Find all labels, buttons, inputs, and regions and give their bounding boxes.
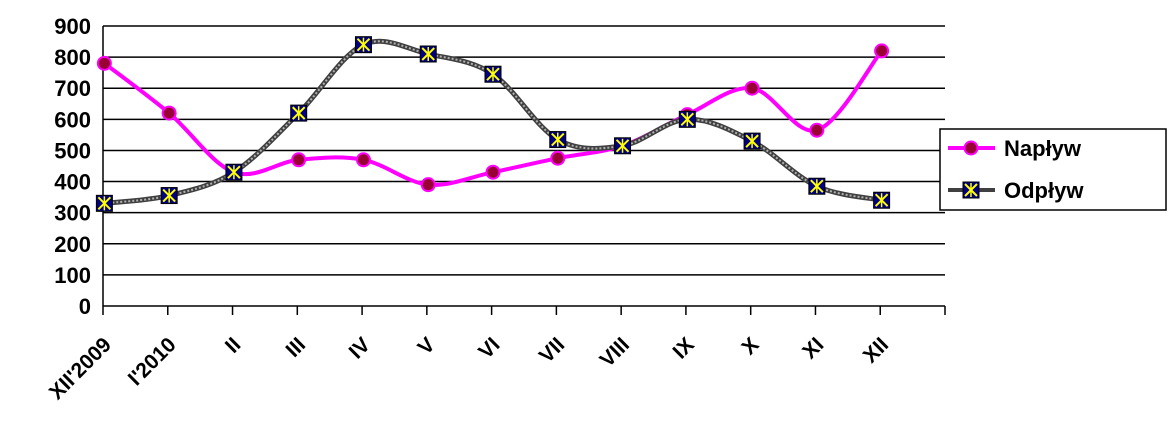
x-tick-label: XII'2009 [45, 333, 116, 404]
x-tick-label: I'2010 [124, 333, 181, 390]
data-point-odpływ [549, 131, 567, 149]
x-tick-label: III [282, 333, 311, 362]
legend-marker-symbol [963, 140, 979, 156]
legend-label-napływ: Napływ [1004, 136, 1082, 161]
legend-label-odpływ: Odpływ [1004, 178, 1084, 203]
y-tick-label: 300 [54, 201, 91, 226]
data-point-odpływ [678, 110, 696, 128]
data-point-napływ [291, 152, 307, 168]
data-point-napływ [161, 105, 177, 121]
data-point-odpływ [354, 36, 372, 54]
x-tick-label: VIII [596, 333, 635, 372]
data-point-napływ [744, 80, 760, 96]
data-point-odpływ [873, 191, 891, 209]
x-tick-label: II [221, 333, 246, 358]
x-axis: XII'2009 I'2010 II III IV V VI VII VIII IX X XI XII [45, 306, 946, 404]
series-lines [95, 36, 891, 212]
y-tick-label: 200 [54, 232, 91, 257]
y-tick-label: 500 [54, 138, 91, 163]
x-tick-label: XII [859, 333, 893, 367]
y-axis: 0 100 200 300 400 500 600 700 800 900 [54, 14, 104, 319]
y-tick-label: 100 [54, 263, 91, 288]
legend-marker-odpływ [962, 181, 980, 199]
data-point-napływ [550, 150, 566, 166]
data-point-odpływ [419, 45, 437, 63]
x-tick-label: X [737, 333, 763, 359]
x-tick-label: VI [474, 333, 504, 363]
data-point-napływ [96, 55, 112, 71]
data-point-odpływ [484, 65, 502, 83]
data-point-odpływ [290, 104, 308, 122]
legend: Napływ Odpływ [939, 128, 1167, 211]
x-tick-label: XI [798, 333, 828, 363]
data-point-napływ [485, 164, 501, 180]
x-tick-label: V [414, 333, 440, 359]
gridlines [103, 25, 945, 307]
data-point-napływ [809, 122, 825, 138]
legend-marker-symbol [962, 181, 980, 199]
x-tick-label: IV [345, 333, 375, 363]
data-point-napływ [355, 152, 371, 168]
data-point-napływ [420, 177, 436, 193]
x-tick-label: VII [535, 333, 569, 367]
x-tick-label: IX [669, 333, 699, 363]
y-tick-label: 0 [79, 294, 91, 319]
data-point-odpływ [225, 163, 243, 181]
legend-marker-napływ [963, 140, 979, 156]
data-point-odpływ [808, 177, 826, 195]
y-tick-label: 700 [54, 76, 91, 101]
data-point-odpływ [95, 194, 113, 212]
y-tick-label: 600 [54, 107, 91, 132]
data-point-odpływ [160, 187, 178, 205]
y-tick-label: 900 [54, 14, 91, 39]
data-point-napływ [874, 43, 890, 59]
data-point-odpływ [614, 137, 632, 155]
y-tick-label: 800 [54, 45, 91, 70]
data-point-odpływ [743, 132, 761, 150]
y-tick-label: 400 [54, 170, 91, 195]
